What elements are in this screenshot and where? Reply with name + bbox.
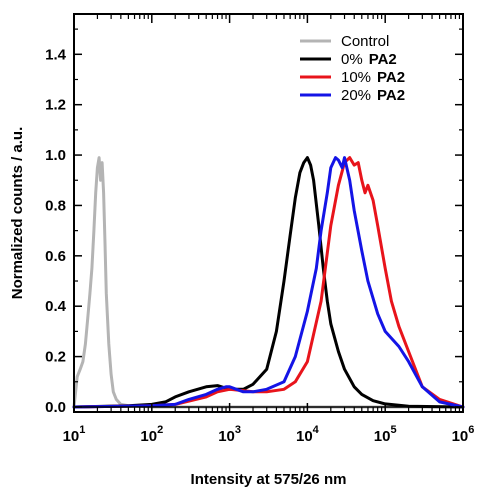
series-line-2 bbox=[72, 156, 465, 409]
ticks-layer bbox=[73, 14, 464, 412]
x-axis-title: Intensity at 575/26 nm bbox=[191, 471, 347, 488]
series-line-3 bbox=[72, 156, 465, 409]
y-tick-label: 0.0 bbox=[45, 399, 66, 416]
y-tick-label: 1.0 bbox=[45, 147, 66, 164]
x-tick-label: 101 bbox=[63, 424, 86, 445]
x-tick-label: 104 bbox=[296, 424, 320, 445]
tick-labels: 101 102 103 104 105 106 0.0 0.2 0.4 0.6 0.8 1.0 1.2 1… bbox=[45, 46, 474, 445]
series-line-0 bbox=[72, 156, 465, 409]
series-line-1 bbox=[72, 156, 465, 409]
y-tick-label: 1.2 bbox=[45, 97, 66, 114]
y-tick-label: 0.4 bbox=[45, 298, 67, 315]
legend-label-2: 10% PA2 bbox=[341, 69, 405, 86]
x-tick-label: 106 bbox=[452, 424, 475, 445]
x-tick-label: 102 bbox=[140, 424, 163, 445]
y-tick-label: 0.8 bbox=[45, 197, 66, 214]
y-axis-title: Normalized counts / a.u. bbox=[9, 127, 26, 300]
axes-layer bbox=[73, 13, 464, 413]
x-tick-label: 103 bbox=[218, 424, 241, 445]
y-tick-label: 0.2 bbox=[45, 349, 66, 366]
legend-label-0: Control bbox=[341, 33, 389, 50]
series-layer bbox=[72, 156, 465, 409]
legend-label-1: 0% PA2 bbox=[341, 51, 397, 68]
x-tick-label: 105 bbox=[374, 424, 397, 445]
plot-frame bbox=[73, 13, 464, 413]
y-tick-label: 1.4 bbox=[45, 46, 67, 63]
y-tick-label: 0.6 bbox=[45, 248, 66, 265]
legend-label-3: 20% PA2 bbox=[341, 87, 405, 104]
